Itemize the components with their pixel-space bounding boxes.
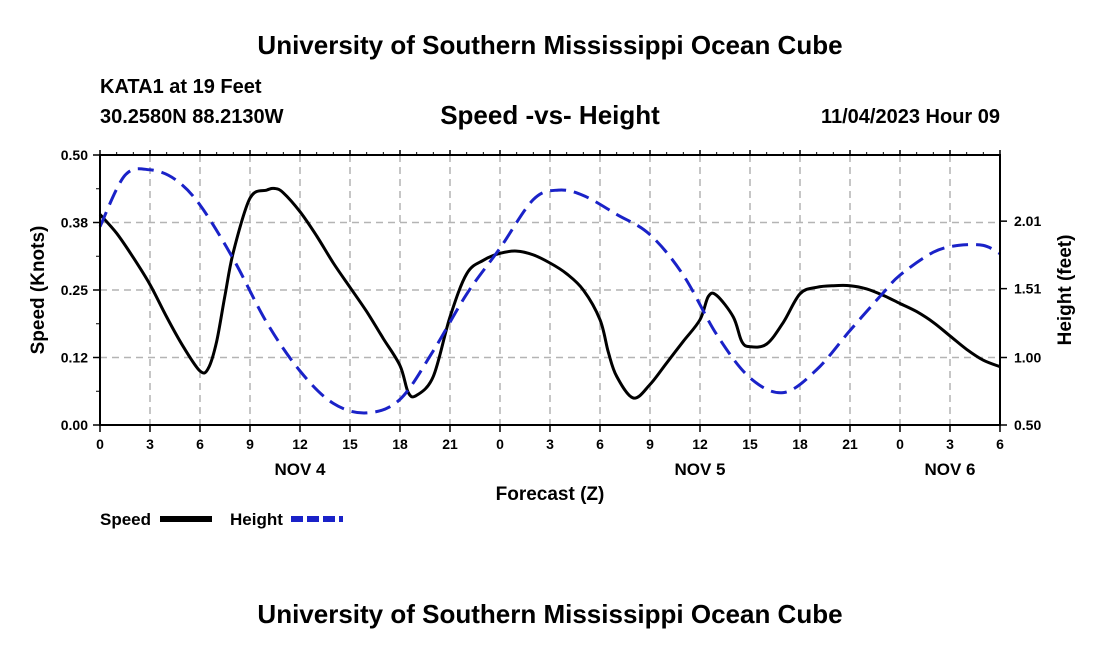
x-tick-label: 6 [996,436,1004,452]
y-axis-title: Speed (Knots) [28,226,49,355]
date-label: NOV 4 [274,460,326,479]
x-tick-label: 18 [792,436,808,452]
legend-speed-label: Speed [100,510,151,529]
x-tick-label: 6 [196,436,204,452]
series-layer [98,167,1001,415]
page-title: University of Southern Mississippi Ocean… [257,30,843,60]
y2-axis-title: Height (feet) [1055,235,1076,346]
x-tick-label: 3 [146,436,154,452]
x-tick-label: 21 [442,436,458,452]
legend-height-label: Height [230,510,283,529]
x-tick-label: 0 [96,436,104,452]
x-tick-label: 18 [392,436,408,452]
axis-ticks [93,150,1007,432]
y2-tick-label: 0.50 [1014,417,1041,433]
y2-tick-label: 2.01 [1014,213,1041,229]
date-label: NOV 6 [924,460,975,479]
x-tick-label: 6 [596,436,604,452]
date-label: NOV 5 [674,460,725,479]
y-tick-label: 0.50 [61,147,88,163]
chart-title: Speed -vs- Height [440,100,660,130]
y2-tick-label: 1.51 [1014,281,1041,297]
y-tick-label: 0.00 [61,417,88,433]
series-speed-line [98,186,1001,400]
x-tick-label: 3 [946,436,954,452]
legend: Speed Height [100,510,343,529]
series-height-line [98,167,1001,415]
x-tick-label: 9 [646,436,654,452]
x-tick-label: 9 [246,436,254,452]
y2-tick-label: 1.00 [1014,350,1041,366]
y-tick-label: 0.38 [61,215,88,231]
x-tick-label: 12 [692,436,708,452]
timestamp-label: 11/04/2023 Hour 09 [820,106,1000,128]
x-tick-label: 21 [842,436,858,452]
x-tick-label: 0 [496,436,504,452]
x-tick-label: 15 [342,436,358,452]
y-tick-label: 0.12 [61,350,88,366]
x-tick-label: 15 [742,436,758,452]
x-tick-label: 12 [292,436,308,452]
y-tick-label: 0.25 [61,282,88,298]
station-label: KATA1 at 19 Feet [100,76,262,98]
grid [100,155,1000,425]
footer-title: University of Southern Mississippi Ocean… [257,599,843,629]
x-axis-title: Forecast (Z) [496,484,605,505]
coordinates-label: 30.2580N 88.2130W [100,106,284,128]
axis-labels: 0 3 6 9 12 15 18 21 0 3 6 9 12 15 18 21 0 3 6 NOV 4 NOV 5 NOV… [61,147,1042,479]
x-tick-label: 0 [896,436,904,452]
x-tick-label: 3 [546,436,554,452]
